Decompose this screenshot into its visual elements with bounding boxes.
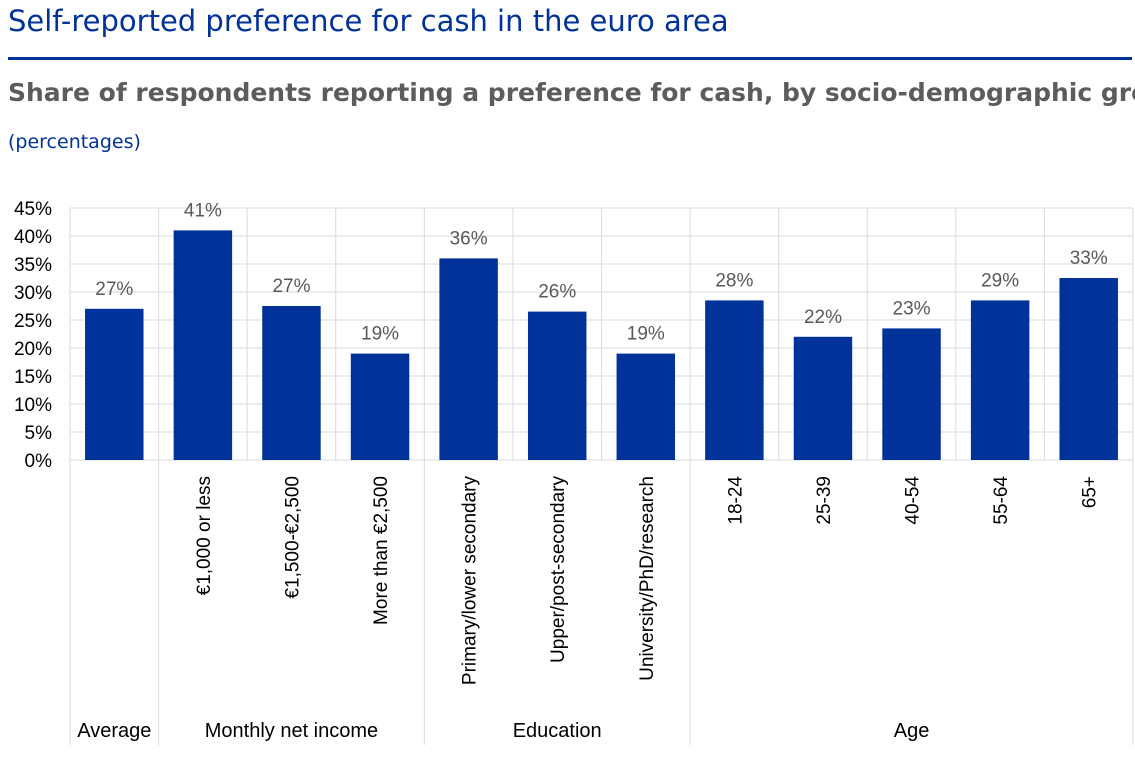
data-labels: 27% 41% 27% 19% 36% 26% 19% 28% 22% 23% 29% 33% <box>95 200 1108 344</box>
title-divider <box>8 57 1132 60</box>
x-tick-label: 55-64 <box>991 476 1012 525</box>
data-label: 19% <box>627 324 665 345</box>
data-label: 36% <box>450 228 488 249</box>
y-tick-label: 35% <box>14 255 52 276</box>
group-label: Age <box>894 720 930 742</box>
bar <box>173 230 233 460</box>
bar <box>970 300 1030 460</box>
x-tick-label: 18-24 <box>725 476 746 525</box>
y-axis: 0% 5% 10% 15% 20% 25% 30% 35% 40% 45% <box>14 199 52 472</box>
y-tick-label: 45% <box>14 199 52 220</box>
x-tick-label: €1,500-€2,500 <box>282 476 303 599</box>
bar <box>616 353 676 460</box>
data-label: 28% <box>715 270 753 291</box>
y-tick-label: 40% <box>14 227 52 248</box>
grid-lines <box>69 207 1134 745</box>
y-tick-label: 20% <box>14 339 52 360</box>
x-axis-group-labels: Average Monthly net income Education Age <box>77 720 929 742</box>
data-label: 41% <box>184 200 222 221</box>
bar <box>439 258 498 460</box>
y-tick-label: 10% <box>14 395 52 416</box>
data-label: 27% <box>95 279 133 300</box>
x-axis-category-labels: €1,000 or less €1,500-€2,500 More than €2,… <box>194 476 1101 686</box>
bar <box>1059 278 1118 460</box>
x-tick-label: University/PhD/research <box>637 476 658 681</box>
y-tick-label: 30% <box>14 283 52 304</box>
y-tick-label: 5% <box>25 423 53 444</box>
y-tick-label: 15% <box>14 367 52 388</box>
x-tick-label: More than €2,500 <box>371 476 392 625</box>
chart-units-label: (percentages) <box>8 131 141 153</box>
bar <box>882 328 941 460</box>
y-tick-label: 0% <box>25 451 53 472</box>
data-label: 27% <box>272 276 310 297</box>
data-label: 33% <box>1070 248 1108 269</box>
x-tick-label: 40-54 <box>903 476 924 525</box>
bar <box>85 308 144 460</box>
data-label: 26% <box>538 282 576 303</box>
x-tick-label: Primary/lower secondary <box>460 476 481 686</box>
bar <box>262 306 321 460</box>
data-label: 29% <box>981 270 1019 291</box>
group-label: Average <box>77 720 151 742</box>
group-label: Monthly net income <box>205 720 378 742</box>
bar <box>793 336 853 460</box>
group-label: Education <box>513 720 602 742</box>
chart-title: Share of respondents reporting a prefere… <box>8 78 1135 107</box>
bar <box>350 353 410 460</box>
x-tick-label: Upper/post-secondary <box>548 476 569 663</box>
y-tick-label: 25% <box>14 311 52 332</box>
data-label: 23% <box>893 298 931 319</box>
x-tick-label: 25-39 <box>814 476 835 525</box>
x-tick-label: €1,000 or less <box>194 476 215 595</box>
bar <box>705 300 764 460</box>
data-label: 19% <box>361 324 399 345</box>
page-title: Self-reported preference for cash in the… <box>8 4 729 38</box>
x-tick-label: 65+ <box>1080 476 1101 508</box>
bar <box>527 311 587 460</box>
bar-chart: 0% 5% 10% 15% 20% 25% 30% 35% 40% 45% 27% 41% 27% 19… <box>14 199 1134 745</box>
bars <box>85 230 1118 460</box>
data-label: 22% <box>804 307 842 328</box>
